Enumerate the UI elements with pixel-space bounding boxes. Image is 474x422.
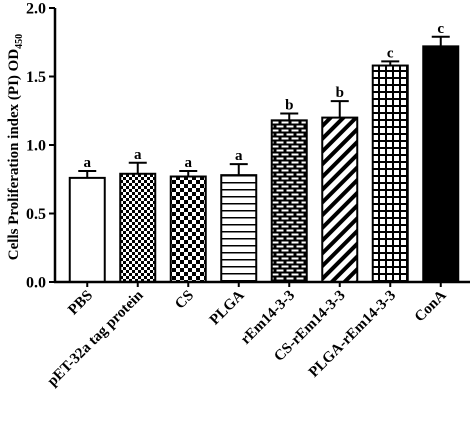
bar [169,175,207,283]
y-axis-title-subscript: 450 [14,34,25,49]
y-tick-label: 1.0 [26,138,46,155]
significance-label: b [336,85,344,101]
significance-label: a [185,155,193,171]
bar [270,119,308,283]
y-tick-label: 2.0 [26,1,46,18]
bar [321,116,359,283]
y-axis-ticks: 0.0 0.5 1.0 1.5 2.0 [26,1,55,292]
significance-label: c [387,45,394,61]
bar [220,174,258,283]
y-axis-title: Cells Proliferation index (PI) OD450 [6,34,25,260]
significance-labels: a a a a b b c c [84,21,445,171]
significance-label: a [235,148,243,164]
bar [119,172,157,284]
bars [68,45,460,284]
y-tick-label: 0.5 [26,206,46,223]
x-tick-label: ConA [412,287,450,325]
x-tick-label: PLGA [207,287,248,328]
y-axis-title-main: Cells Proliferation index (PI) OD [6,49,22,261]
x-tick-label: PLGA-rEm14-3-3 [306,288,399,381]
x-tick-label: CS [172,288,197,313]
significance-label: b [285,97,293,113]
significance-label: c [437,21,444,37]
bar [371,64,409,284]
x-tick-label: PBS [65,288,96,319]
y-tick-label: 0.0 [26,275,46,292]
significance-label: a [84,155,92,171]
bar [68,176,106,284]
y-tick-label: 1.5 [26,69,46,86]
bar [422,45,460,283]
significance-label: a [134,147,142,163]
x-tick-label: pET-32a tag protein [45,287,148,390]
error-bars [78,35,450,178]
